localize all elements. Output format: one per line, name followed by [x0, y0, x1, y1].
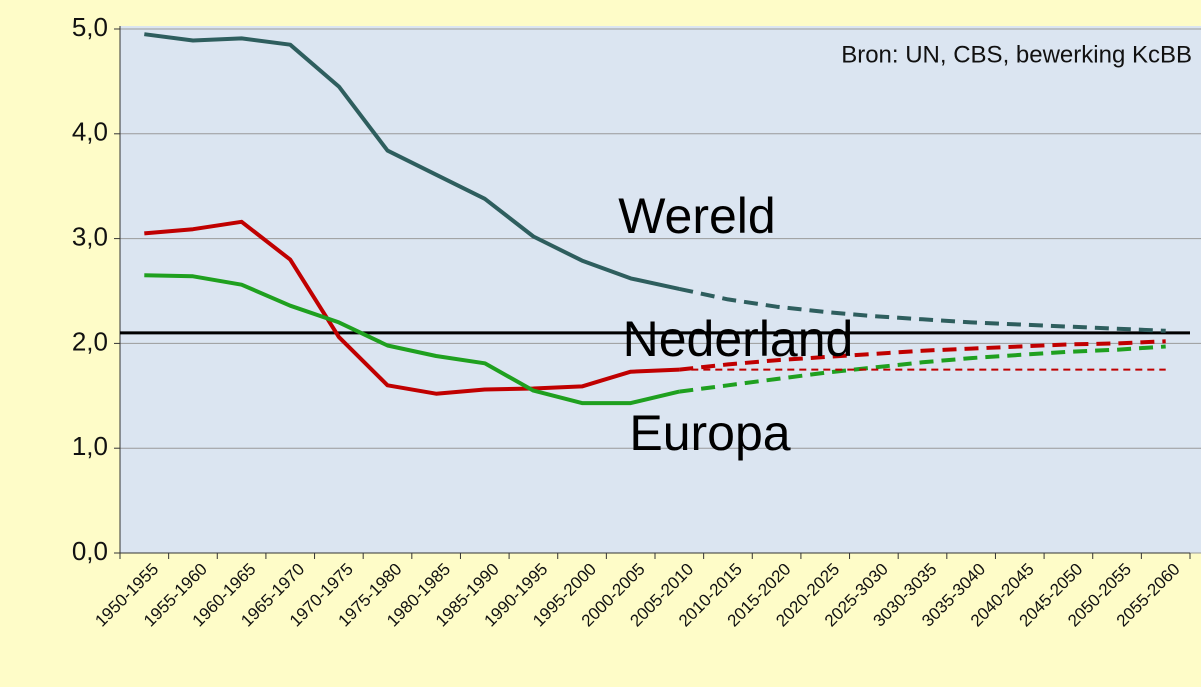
y-tick-label: 0,0: [72, 536, 108, 566]
source-note: Bron: UN, CBS, bewerking KcBB: [841, 41, 1192, 68]
y-tick-label: 2,0: [72, 326, 108, 356]
series-line: [144, 219, 680, 396]
y-tick-label: 1,0: [72, 431, 108, 461]
series-line: [678, 286, 1166, 333]
y-tick-label: 5,0: [72, 12, 108, 42]
y-tick-label: 3,0: [72, 221, 108, 251]
series-line: [679, 339, 1166, 372]
plot-area: [120, 26, 1201, 553]
series-label: Europa: [629, 405, 790, 461]
series-label: Wereld: [618, 188, 775, 244]
y-tick-label: 4,0: [72, 117, 108, 147]
series-line: [144, 273, 680, 406]
series-label: Nederland: [623, 311, 854, 367]
series-line: [679, 344, 1166, 394]
series-line: [144, 32, 680, 291]
